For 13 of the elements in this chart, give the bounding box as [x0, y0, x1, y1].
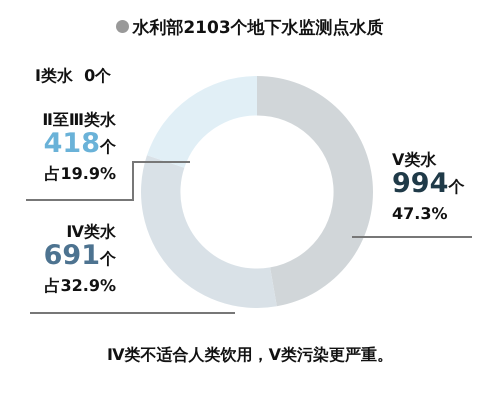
data-label: 418个: [44, 128, 116, 159]
text: 占32.9%: [44, 276, 116, 295]
text: Ⅳ类不适合人类饮用，Ⅴ类污染更严重。: [106, 345, 394, 366]
text: 0个: [84, 66, 112, 85]
text: 47.3%: [392, 204, 448, 223]
chart-title: 水利部2103个地下水监测点水质: [132, 18, 384, 38]
category-label: Ⅰ类水: [35, 66, 73, 85]
slice-label: Ⅳ类水: [66, 222, 116, 243]
text: 占19.9%: [44, 164, 116, 183]
data-label: 691个: [44, 240, 116, 271]
data-label: 994个: [392, 168, 464, 199]
slice-label: Ⅴ类水: [392, 150, 436, 171]
slice-label: Ⅱ至Ⅲ类水: [42, 110, 116, 131]
